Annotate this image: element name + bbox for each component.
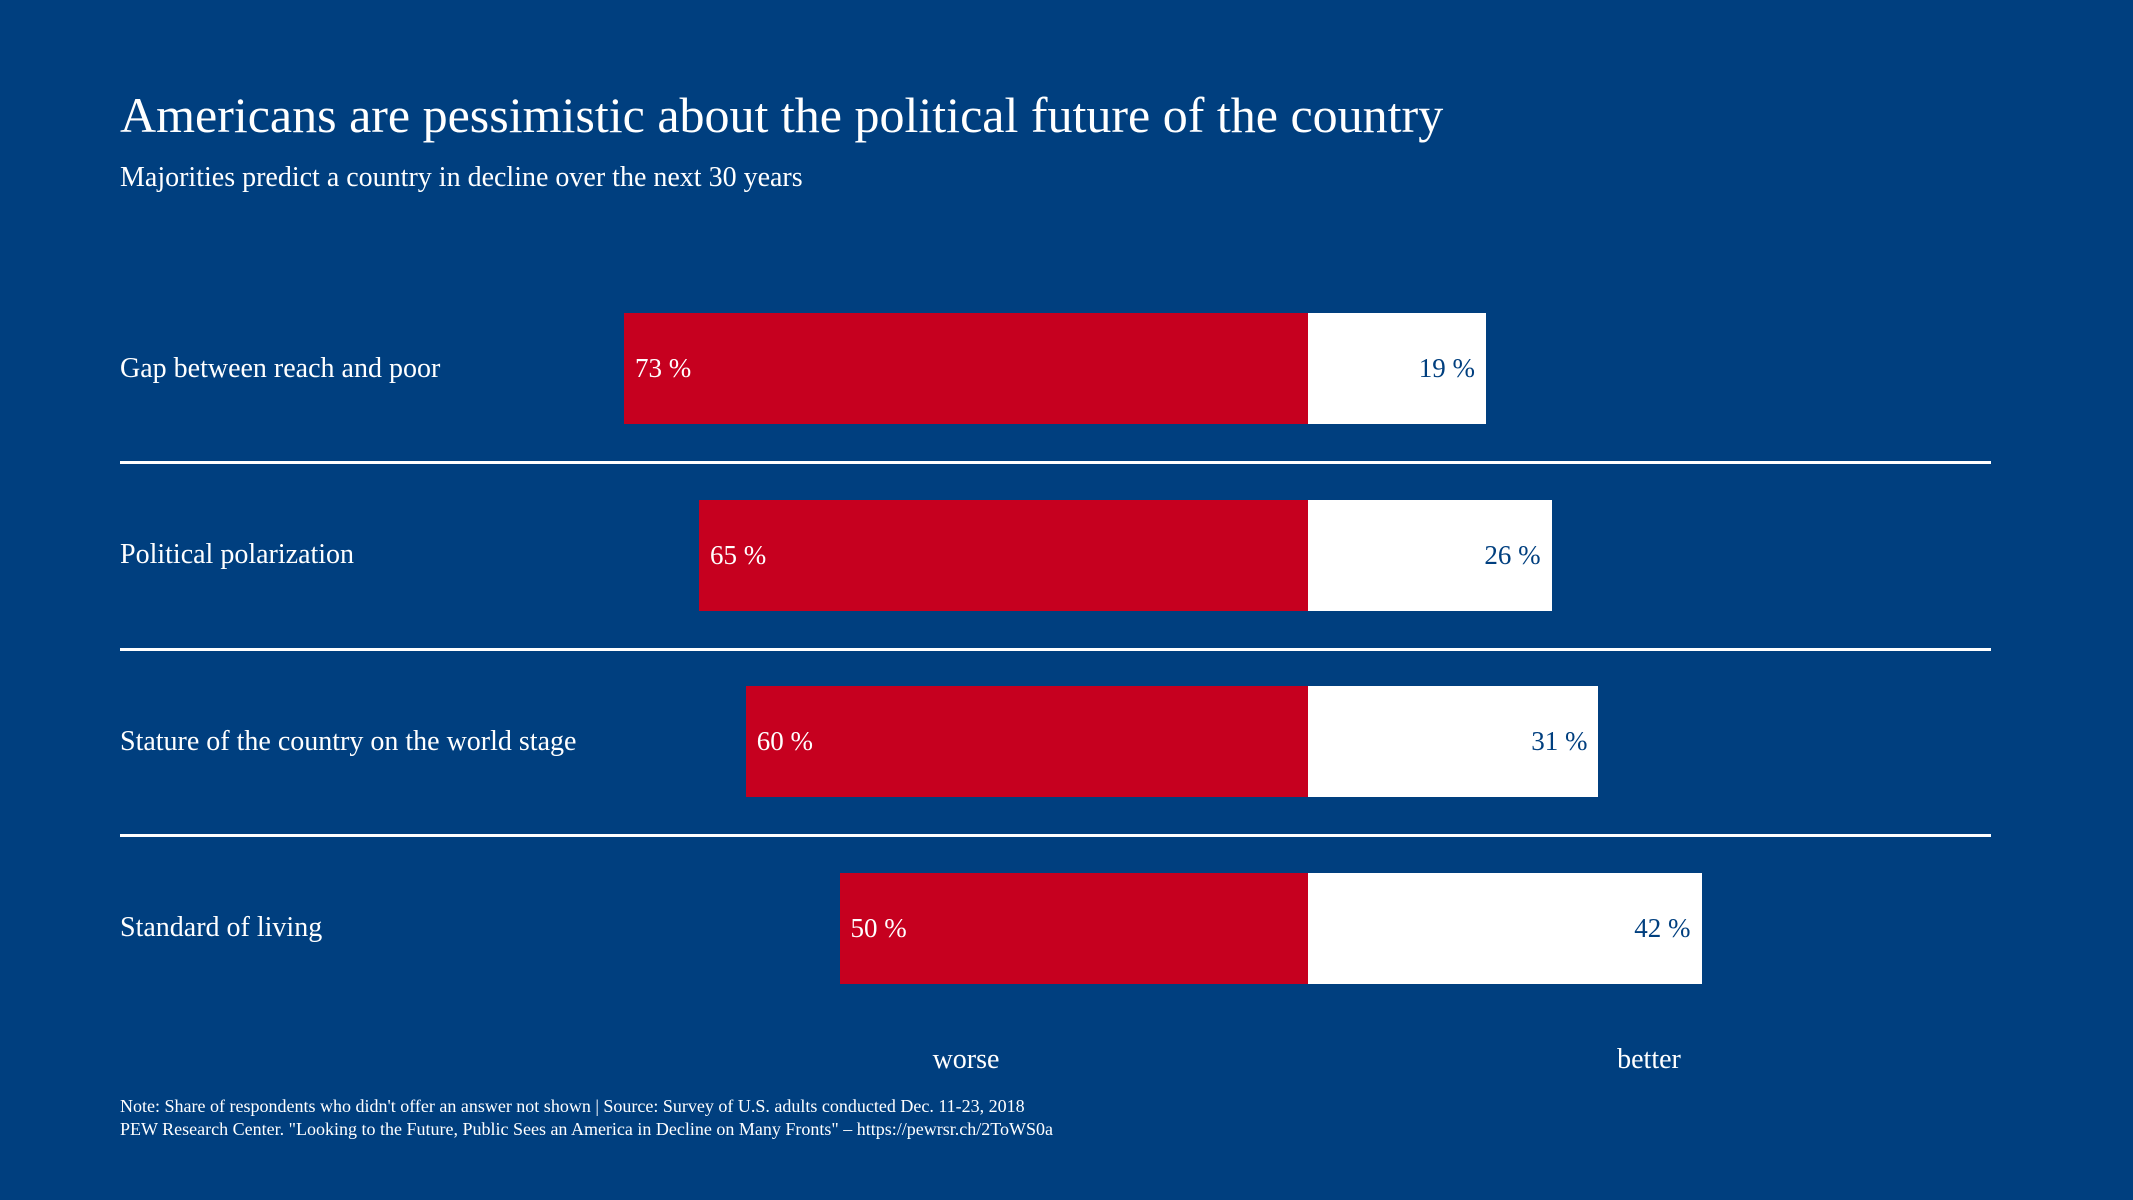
bar-worse [745,686,1308,797]
bar-better [1308,313,1487,424]
category-label: Political polarization [120,539,355,570]
bar-better [1308,499,1552,611]
row-divider [120,834,1991,837]
chart-title: Americans are pessimistic about the poli… [120,87,1444,143]
bar-worse [839,872,1308,984]
data-label-better: 42 % [1634,912,1691,943]
category-label: Standard of living [120,912,323,943]
data-label-worse: 73 % [634,353,692,383]
category-label: Gap between reach and poor [120,352,441,384]
bar-better [1308,686,1599,797]
footer-note: Note: Share of respondents who didn't of… [120,1096,1025,1116]
row-divider [120,461,1991,464]
bar-better [1308,872,1702,984]
data-label-worse: 60 % [756,726,814,756]
data-label-worse: 65 % [709,539,767,570]
chart-subtitle: Majorities predict a country in decline … [120,162,803,193]
data-label-worse: 50 % [850,912,907,943]
bar-worse [623,313,1308,424]
axis-label-better: better [1617,1044,1681,1075]
data-label-better: 19 % [1418,353,1476,383]
row-divider [120,647,1991,651]
category-label: Stature of the country on the world stag… [120,725,577,757]
data-label-better: 31 % [1531,726,1588,756]
data-label-better: 26 % [1484,539,1541,570]
bar-worse [698,499,1308,611]
axis-label-worse: worse [932,1044,1000,1075]
footer-source: PEW Research Center. "Looking to the Fut… [120,1119,1053,1139]
